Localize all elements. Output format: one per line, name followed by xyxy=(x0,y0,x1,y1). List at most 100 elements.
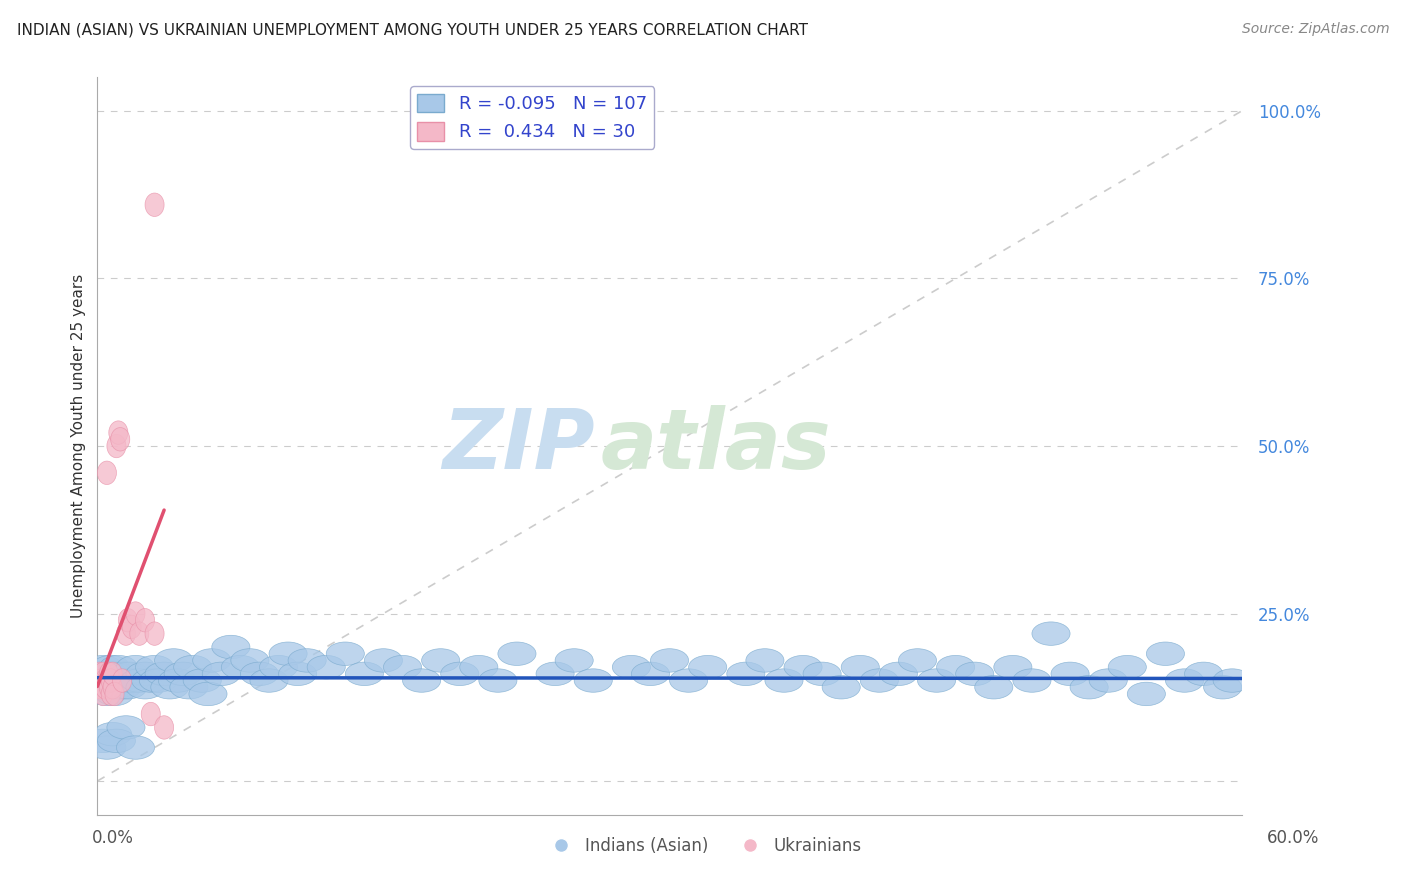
Ellipse shape xyxy=(1146,642,1184,665)
Ellipse shape xyxy=(100,656,138,679)
Ellipse shape xyxy=(841,656,879,679)
Ellipse shape xyxy=(100,662,118,686)
Ellipse shape xyxy=(145,193,165,217)
Ellipse shape xyxy=(631,662,669,686)
Ellipse shape xyxy=(1108,656,1146,679)
Ellipse shape xyxy=(127,662,165,686)
Ellipse shape xyxy=(288,648,326,673)
Ellipse shape xyxy=(745,648,785,673)
Ellipse shape xyxy=(278,662,316,686)
Ellipse shape xyxy=(479,669,517,692)
Ellipse shape xyxy=(170,675,208,699)
Ellipse shape xyxy=(100,675,118,699)
Ellipse shape xyxy=(90,662,128,686)
Ellipse shape xyxy=(250,669,288,692)
Ellipse shape xyxy=(111,427,129,451)
Ellipse shape xyxy=(155,648,193,673)
Ellipse shape xyxy=(141,702,160,726)
Ellipse shape xyxy=(1090,669,1128,692)
Ellipse shape xyxy=(994,656,1032,679)
Ellipse shape xyxy=(91,669,129,692)
Ellipse shape xyxy=(105,662,143,686)
Ellipse shape xyxy=(132,669,170,692)
Ellipse shape xyxy=(221,656,260,679)
Ellipse shape xyxy=(103,675,141,699)
Ellipse shape xyxy=(202,662,240,686)
Ellipse shape xyxy=(155,715,174,739)
Ellipse shape xyxy=(97,461,117,484)
Text: 0.0%: 0.0% xyxy=(91,829,134,847)
Ellipse shape xyxy=(651,648,689,673)
Ellipse shape xyxy=(112,669,132,692)
Ellipse shape xyxy=(112,669,150,692)
Ellipse shape xyxy=(86,662,124,686)
Ellipse shape xyxy=(97,675,135,699)
Ellipse shape xyxy=(188,682,226,706)
Legend: R = -0.095   N = 107, R =  0.434   N = 30: R = -0.095 N = 107, R = 0.434 N = 30 xyxy=(411,87,654,149)
Ellipse shape xyxy=(159,669,197,692)
Ellipse shape xyxy=(1128,682,1166,706)
Ellipse shape xyxy=(536,662,574,686)
Ellipse shape xyxy=(956,662,994,686)
Ellipse shape xyxy=(107,434,127,458)
Ellipse shape xyxy=(498,642,536,665)
Ellipse shape xyxy=(108,421,128,444)
Ellipse shape xyxy=(823,675,860,699)
Ellipse shape xyxy=(150,675,188,699)
Ellipse shape xyxy=(165,662,202,686)
Ellipse shape xyxy=(117,736,155,759)
Ellipse shape xyxy=(94,682,112,706)
Ellipse shape xyxy=(727,662,765,686)
Ellipse shape xyxy=(183,669,221,692)
Ellipse shape xyxy=(84,669,122,692)
Ellipse shape xyxy=(96,682,134,706)
Ellipse shape xyxy=(96,669,114,692)
Ellipse shape xyxy=(80,669,118,692)
Text: Source: ZipAtlas.com: Source: ZipAtlas.com xyxy=(1241,22,1389,37)
Ellipse shape xyxy=(127,675,165,699)
Ellipse shape xyxy=(135,656,174,679)
Ellipse shape xyxy=(103,675,122,699)
Ellipse shape xyxy=(91,669,111,692)
Ellipse shape xyxy=(82,662,121,686)
Ellipse shape xyxy=(1184,662,1223,686)
Ellipse shape xyxy=(860,669,898,692)
Ellipse shape xyxy=(307,656,346,679)
Ellipse shape xyxy=(269,642,307,665)
Ellipse shape xyxy=(129,622,149,645)
Text: 60.0%: 60.0% xyxy=(1267,829,1319,847)
Ellipse shape xyxy=(90,675,128,699)
Ellipse shape xyxy=(440,662,479,686)
Ellipse shape xyxy=(879,662,918,686)
Ellipse shape xyxy=(212,635,250,659)
Ellipse shape xyxy=(97,729,135,753)
Ellipse shape xyxy=(1052,662,1090,686)
Text: ZIP: ZIP xyxy=(443,406,595,486)
Ellipse shape xyxy=(326,642,364,665)
Ellipse shape xyxy=(91,675,111,699)
Ellipse shape xyxy=(1204,675,1241,699)
Ellipse shape xyxy=(422,648,460,673)
Text: atlas: atlas xyxy=(600,406,831,486)
Ellipse shape xyxy=(135,608,155,632)
Y-axis label: Unemployment Among Youth under 25 years: Unemployment Among Youth under 25 years xyxy=(72,274,86,618)
Ellipse shape xyxy=(90,662,108,686)
Ellipse shape xyxy=(84,656,122,679)
Ellipse shape xyxy=(669,669,707,692)
Ellipse shape xyxy=(364,648,402,673)
Ellipse shape xyxy=(240,662,278,686)
Ellipse shape xyxy=(1012,669,1052,692)
Ellipse shape xyxy=(96,675,114,699)
Ellipse shape xyxy=(127,602,145,625)
Ellipse shape xyxy=(613,656,651,679)
Ellipse shape xyxy=(346,662,384,686)
Ellipse shape xyxy=(1070,675,1108,699)
Ellipse shape xyxy=(936,656,974,679)
Ellipse shape xyxy=(94,723,132,746)
Ellipse shape xyxy=(1032,622,1070,645)
Ellipse shape xyxy=(91,656,129,679)
Ellipse shape xyxy=(384,656,422,679)
Ellipse shape xyxy=(101,669,139,692)
Ellipse shape xyxy=(402,669,440,692)
Ellipse shape xyxy=(122,615,141,639)
